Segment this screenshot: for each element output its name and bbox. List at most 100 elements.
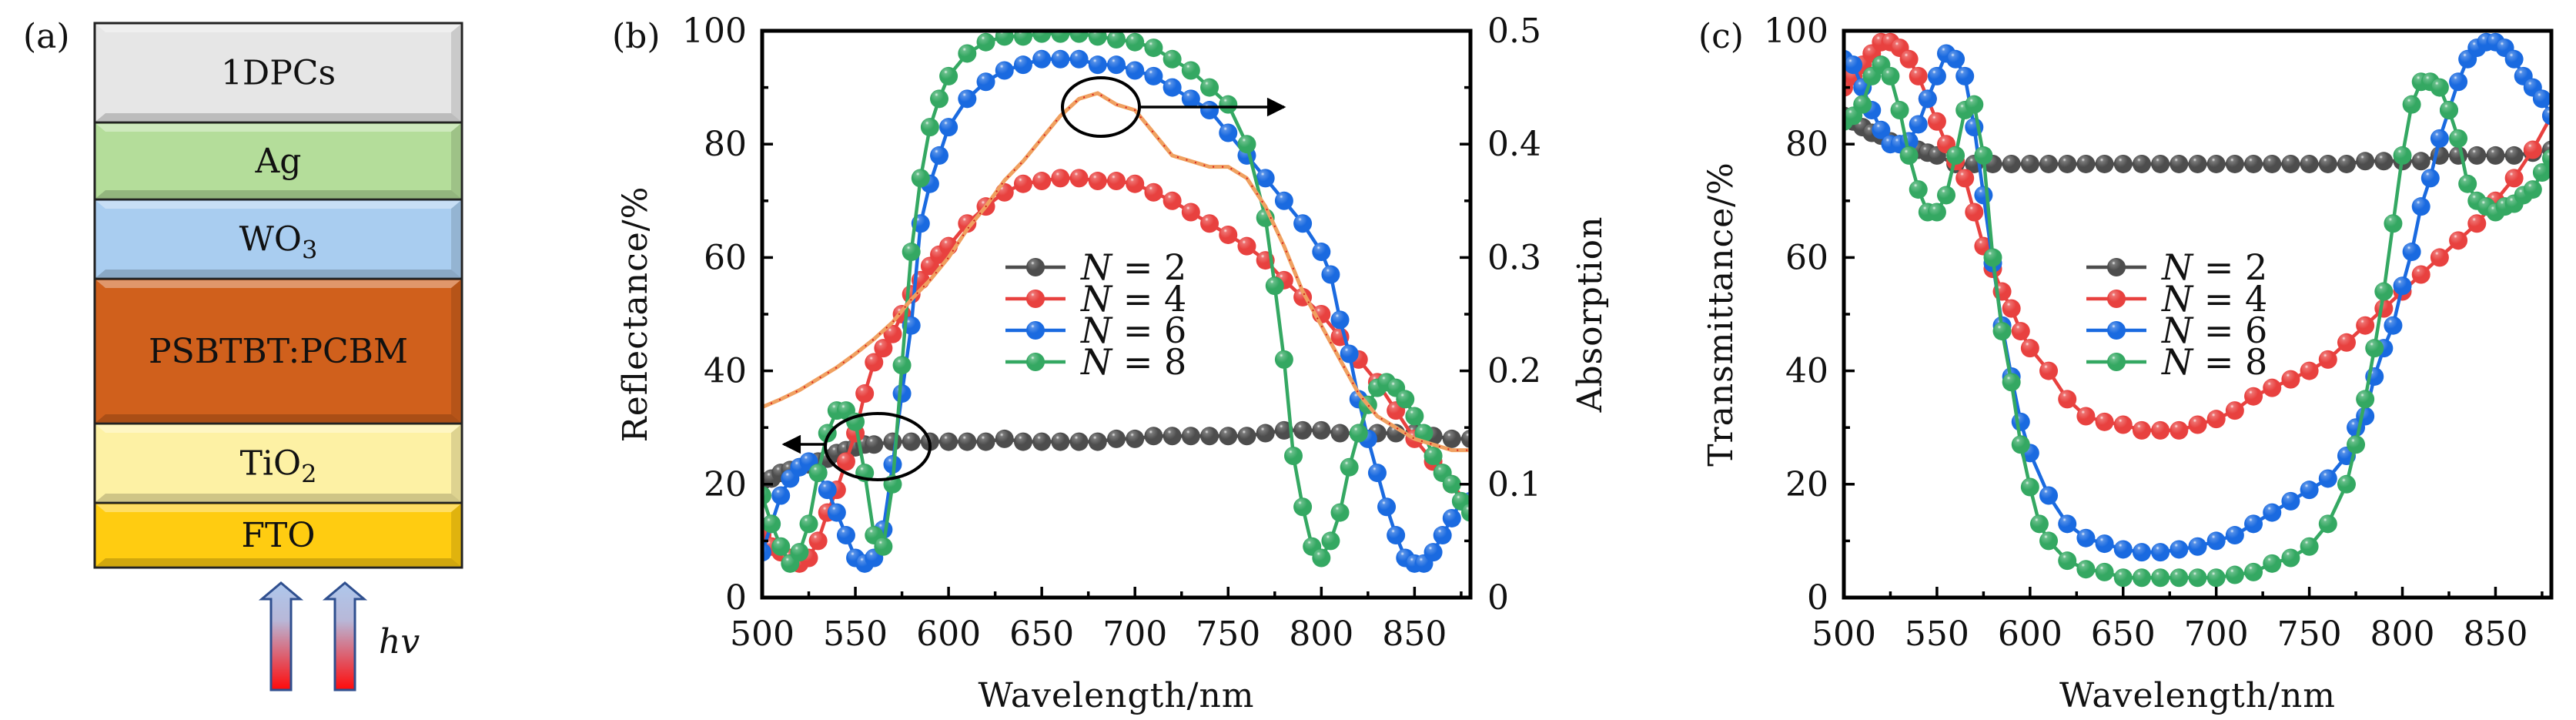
legend-marker-shine [2109,353,2121,366]
bevel-shadow [96,414,460,422]
data-point-shine [1313,421,1326,434]
data-point-shine [2022,155,2035,168]
legend-marker-shine [1028,353,1040,366]
legend-entry: N = 2 [2086,246,2267,288]
bevel-side [451,504,460,566]
data-point-shine [1388,527,1401,540]
data-point-shine [2460,50,2473,63]
data-point-shine [1109,172,1121,186]
data-point-shine [1295,498,1308,511]
data-point-shine [1939,186,1952,199]
data-point-shine [1164,427,1177,440]
data-point-shine [1434,527,1447,540]
data-point-shine [2078,561,2091,574]
data-point-shine [959,90,972,103]
annotations [781,76,1286,481]
data-point-shine [2301,362,2314,375]
data-point-shine [2226,527,2240,540]
series-n-2 [1844,106,2551,173]
data-point-shine [1444,509,1457,522]
data-point-shine [1939,136,1952,149]
data-point-shine [1276,350,1289,363]
y2-tick-label: 0.5 [1487,12,1541,51]
data-point-shine [2012,323,2026,336]
y-tick-label: 20 [1785,465,1828,504]
data-point-shine [1407,407,1420,420]
data-point-shine [2394,277,2407,290]
data-point-shine [2338,447,2351,460]
data-point-shine [1071,50,1084,63]
data-point-shine [838,527,851,540]
data-point-shine [1910,67,1923,80]
data-point-shine [1052,50,1066,63]
data-point-shine [1109,430,1121,443]
data-point-shine [903,433,916,446]
data-point-shine [2301,481,2314,494]
data-point-shine [1929,146,1942,159]
data-point-shine [2041,362,2054,375]
y-tick-label: 60 [1785,238,1828,277]
data-point-shine [1127,62,1140,75]
data-point-shine [941,67,954,80]
data-point-shine [1286,447,1298,460]
x-tick-label: 600 [916,615,981,654]
x-tick-label: 650 [2091,615,2156,654]
data-point-shine [941,433,954,446]
legend-entry: N = 4 [2086,278,2267,320]
data-point-shine [2264,379,2277,392]
data-point-shine [2115,541,2128,554]
data-point-shine [1089,56,1102,69]
data-point-shine [2171,155,2184,168]
device-structure-diagram: (a) 1DPCs Ag WO3 PSBTBT:PCBM TiO2 FTO hv [23,17,463,692]
data-point-shine [1929,203,1942,216]
legend-label: N = 6 [2161,310,2267,351]
data-point-shine [1332,311,1345,324]
data-point-shine [1864,45,1877,58]
data-point-shine [2394,146,2407,159]
data-point-shine [2171,421,2184,434]
data-point-shine [1127,430,1140,443]
layer-1dpcs: 1DPCs [93,22,463,124]
data-point-shine [978,73,991,86]
series-absorption [762,91,1470,453]
layer-rect [93,501,463,569]
legend-marker-shine [2109,290,2121,303]
data-point-shine [1239,237,1252,250]
data-point-shine [2283,370,2296,383]
data-point-shine [2096,413,2109,426]
reflectance-chart: (b) 500 550 600 650 700 750 800 850 0 20 40 60 80 100… [612,12,1610,715]
legend-marker-shine [1028,259,1040,271]
x-tick-label: 500 [730,615,795,654]
y-tick-label: 80 [1785,125,1828,164]
data-point-shine [2506,146,2519,159]
data-point-shine [1425,544,1438,557]
data-point-shine [941,119,954,132]
data-point-shine [2022,478,2035,491]
y2-tick-label: 0.2 [1487,352,1541,391]
data-point-shine [2133,421,2146,434]
legend-marker-shine [2109,322,2121,334]
data-point-shine [2404,243,2417,256]
data-point-shine [2133,155,2146,168]
legend-label: N = 6 [1080,310,1186,351]
data-point-shine [791,544,805,557]
x-tick-label: 800 [1289,615,1353,654]
x-tick-label: 850 [1382,615,1447,654]
data-point-shine [1379,498,1392,511]
data-point-shine [2059,552,2073,565]
data-point-shine [2451,232,2464,245]
data-point-shine [912,169,925,183]
data-point-shine [1276,421,1289,434]
data-point-shine [2096,563,2109,576]
data-point-shine [819,481,832,494]
data-point-shine [2226,155,2240,168]
data-point-shine [1183,203,1196,216]
data-point-shine [810,464,823,477]
data-point-shine [1416,554,1429,568]
data-point-shine [1994,323,2007,336]
data-point-shine [857,464,870,477]
y-tick-label: 80 [704,125,747,164]
data-point-shine [2524,79,2538,92]
data-point-shine [903,243,916,256]
